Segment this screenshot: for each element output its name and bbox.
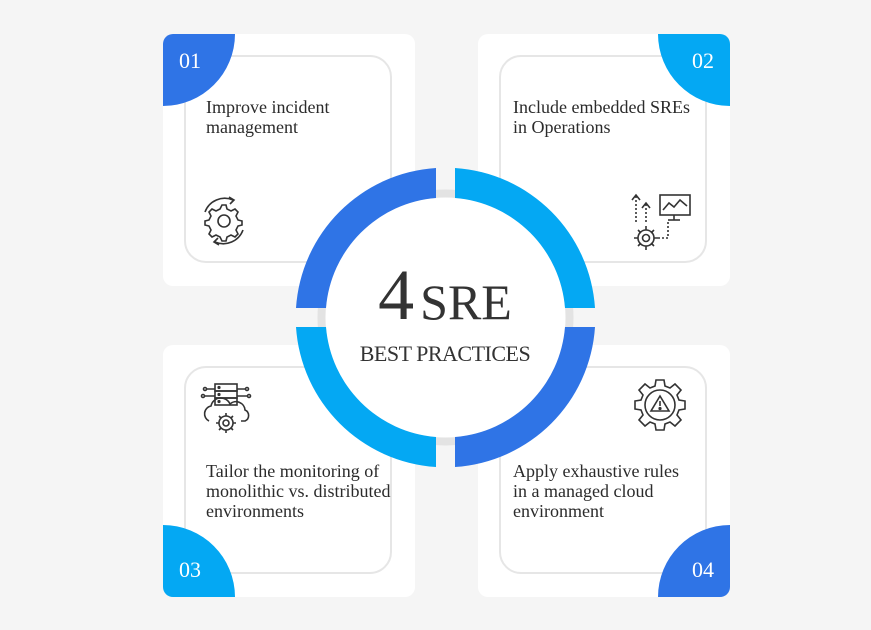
center-disc <box>325 197 566 438</box>
card-text: Apply exhaustive rules in a managed clou… <box>513 461 679 521</box>
server-cloud-gear-icon <box>200 383 252 433</box>
card-text: Tailor the monitoring of monolithic vs. … <box>206 461 391 521</box>
card-number-badge: 01 <box>163 34 235 106</box>
gear-warning-icon <box>634 379 686 431</box>
card-inner-border <box>184 55 392 263</box>
center-title: 4 SRE BEST PRACTICES <box>345 255 545 366</box>
practice-card-1: 01 Improve incident management <box>163 34 415 286</box>
gear-cycle-icon <box>204 196 244 246</box>
ring-segment-top-right <box>455 168 595 308</box>
center-subtitle: BEST PRACTICES <box>359 341 531 366</box>
monitor-gear-icon <box>631 193 691 250</box>
card-inner-border <box>499 55 707 263</box>
ring-segment-bottom-right <box>455 327 595 467</box>
ring-segment-bottom-left <box>296 327 436 467</box>
center-word: SRE <box>420 274 512 330</box>
ring-segment-top-left <box>296 168 436 308</box>
card-inner-border <box>184 366 392 574</box>
card-text: Include embedded SREs in Operations <box>513 97 690 137</box>
center-ring <box>296 168 595 467</box>
center-headline: 4 SRE <box>345 255 545 342</box>
card-inner-border <box>499 366 707 574</box>
card-text: Improve incident management <box>206 97 330 137</box>
center-number: 4 <box>378 255 415 335</box>
